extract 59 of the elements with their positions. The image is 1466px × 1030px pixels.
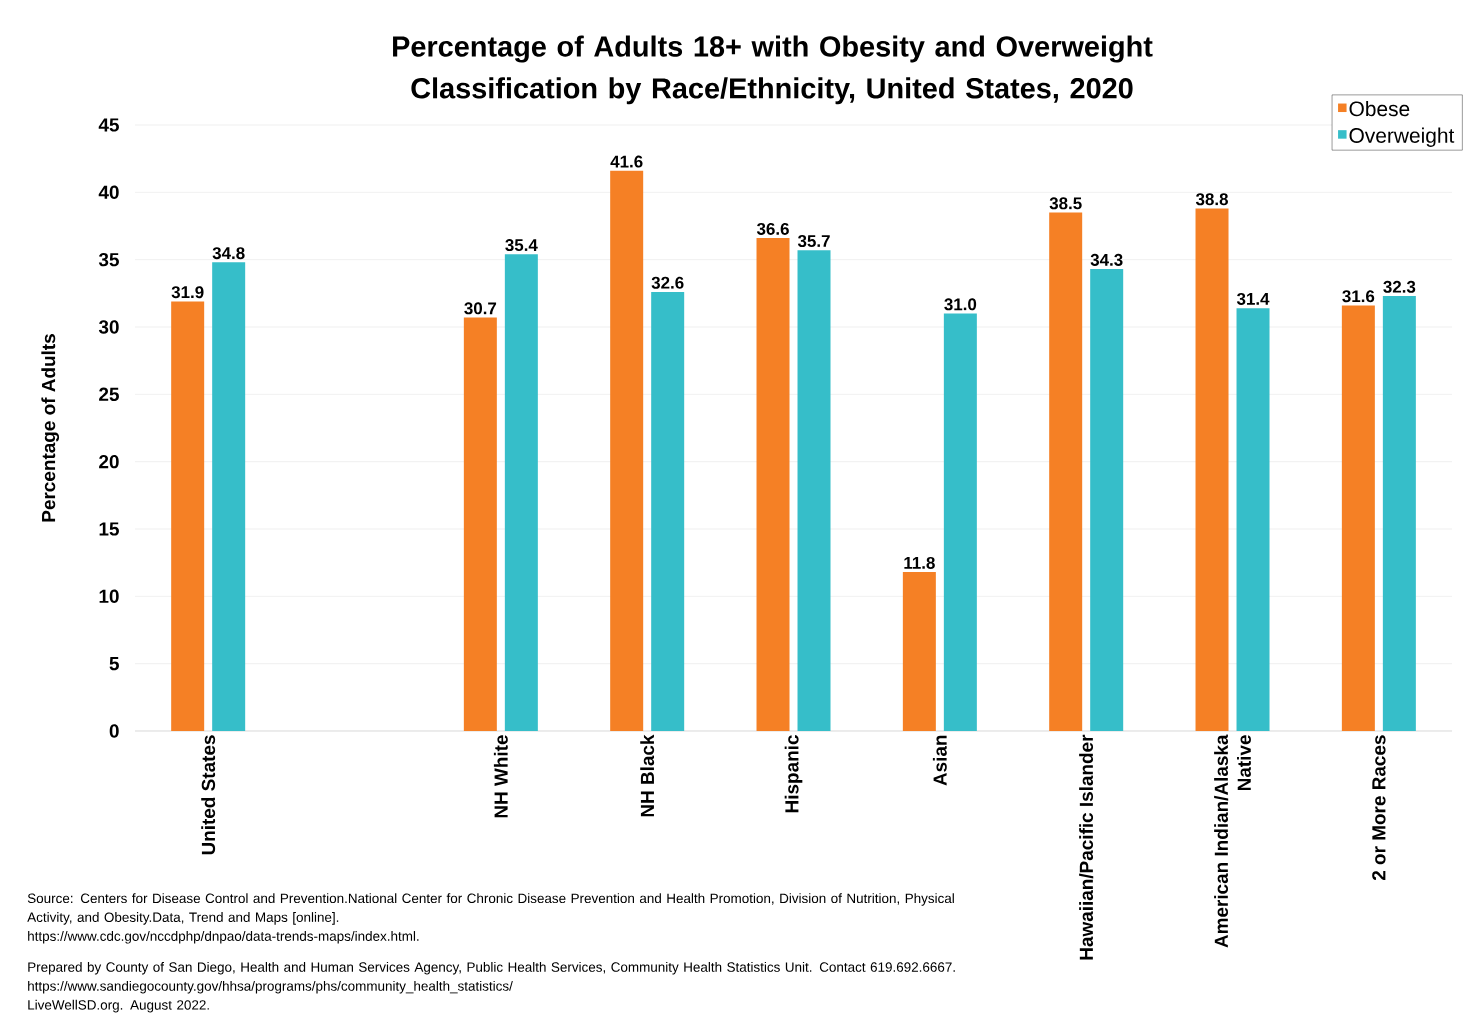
bar <box>1341 305 1375 731</box>
data-label: 36.6 <box>756 222 789 235</box>
data-label: 31.4 <box>1236 292 1270 305</box>
x-tick-label: NH Black <box>640 734 655 817</box>
y-tick-label: 10 <box>99 589 119 604</box>
bar <box>651 291 685 731</box>
y-tick-label: 15 <box>99 522 119 536</box>
data-label: 34.8 <box>212 247 245 260</box>
legend-label: Overweight <box>1349 127 1455 148</box>
y-tick-label: 40 <box>98 185 119 200</box>
chart-title: Percentage of Adults 18+ with Obesity and Overweight Classification by Race/Ethnicity, United States, 2020 <box>393 35 1153 105</box>
y-tick-label: 35 <box>98 252 119 267</box>
x-tick-label: Hispanic <box>784 735 803 813</box>
bar <box>1382 296 1416 731</box>
bar <box>943 313 977 731</box>
x-tick-label: NH White <box>493 735 508 818</box>
text: https://www.cdc.gov/nccdphp/dnpao/data-trends-maps/index.html. <box>28 931 419 944</box>
text: LiveWellSD.org. August 2022. <box>28 999 209 1013</box>
y-axis-title: Percentage of Adults <box>41 334 60 522</box>
bar <box>212 262 246 731</box>
data-label: 11.8 <box>904 556 935 569</box>
y-tick-label: 45 <box>98 118 119 132</box>
y-tick-label: 20 <box>99 454 119 469</box>
x-tick-label: American Indian/Alaska Native <box>1214 734 1251 948</box>
bar <box>902 572 936 731</box>
legend-label: Obese <box>1349 100 1410 117</box>
data-label: 32.3 <box>1383 280 1416 293</box>
y-tick-label: 25 <box>99 387 119 402</box>
data-label: 30.7 <box>464 302 497 315</box>
bar <box>1195 208 1229 731</box>
bar <box>1049 212 1083 731</box>
data-label: 38.5 <box>1049 197 1082 210</box>
data-label: 41.6 <box>610 155 643 168</box>
bar <box>756 238 790 731</box>
x-tick-label: 2 or More Races <box>1372 735 1386 881</box>
text: Prepared by County of San Diego, Health and Human Services Agency, Public Health Services, Community Health Statistics Unit. Contact 619.692.6667. <box>28 961 955 975</box>
y-tick-label: 30 <box>98 320 119 334</box>
data-label: 32.6 <box>651 276 684 289</box>
y-tick-label: 5 <box>109 657 119 671</box>
bar <box>1090 269 1124 731</box>
data-label: 35.4 <box>505 239 538 252</box>
x-tick-label: Hawaiian/Pacific Islander <box>1079 734 1094 960</box>
x-tick-label: Asian <box>932 735 947 786</box>
bar <box>463 317 497 731</box>
source-note: Source: Centers for Disease Control and Prevention.National Center for Chronic Disease Prevention and Health Promotion, Division of Nutrition, Physical Activity, and Obesity.Data, Trend and Maps [online]. <box>27 893 954 925</box>
data-label: 31.9 <box>171 286 204 299</box>
data-label: 31.0 <box>944 298 977 311</box>
x-tick-label: United States <box>201 735 216 855</box>
data-label: 31.6 <box>1342 290 1375 303</box>
bar <box>797 250 831 731</box>
bar <box>504 254 538 731</box>
data-label: 35.7 <box>797 235 830 248</box>
text: https://www.sandiegocounty.gov/hhsa/programs/phs/community_health_statistics/ <box>28 980 513 994</box>
data-label: 34.3 <box>1090 253 1123 266</box>
data-label: 38.8 <box>1195 193 1228 206</box>
bar <box>1236 308 1270 731</box>
y-tick-label: 0 <box>109 724 119 738</box>
bar <box>610 170 644 731</box>
bar <box>171 301 205 731</box>
